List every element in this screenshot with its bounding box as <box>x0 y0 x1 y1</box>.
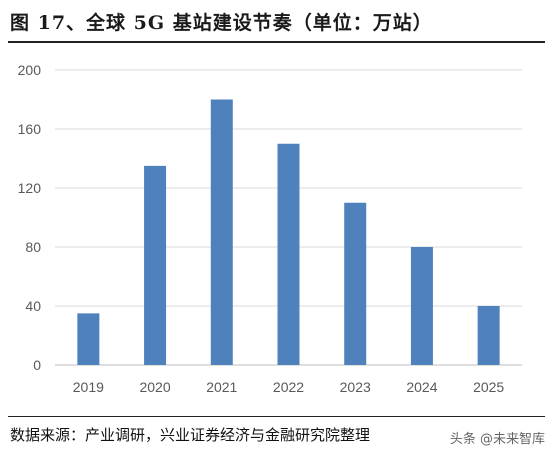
x-tick-label: 2022 <box>273 379 304 395</box>
x-tick-label: 2020 <box>139 379 170 395</box>
bar-2019 <box>77 313 100 365</box>
title-rule <box>8 41 545 43</box>
y-axis-ticks: 0 40 80 120 160 200 <box>18 62 42 373</box>
watermark: 头条 @未来智库 <box>449 432 545 447</box>
bar-2022 <box>277 143 300 365</box>
x-tick-label: 2024 <box>406 379 437 395</box>
x-tick-label: 2025 <box>473 379 504 395</box>
y-tick-label: 120 <box>18 180 42 196</box>
y-tick-label: 200 <box>18 62 42 78</box>
y-tick-label: 160 <box>18 121 42 137</box>
source-rule <box>8 416 545 417</box>
x-tick-label: 2021 <box>206 379 237 395</box>
x-axis-ticks: 2019 2020 2021 2022 2023 2024 2025 <box>73 379 505 395</box>
y-tick-label: 80 <box>25 239 41 255</box>
y-tick-label: 40 <box>25 298 41 314</box>
y-tick-label: 0 <box>33 357 41 373</box>
bars <box>77 99 500 365</box>
bar-2023 <box>344 202 367 365</box>
bar-2021 <box>210 99 233 365</box>
x-tick-label: 2023 <box>340 379 371 395</box>
bar-2020 <box>144 165 167 365</box>
source-note: 数据来源：产业调研，兴业证券经济与金融研究院整理 <box>10 426 371 444</box>
x-tick-label: 2019 <box>73 379 104 395</box>
bar-2025 <box>477 306 500 365</box>
chart-title: 图 17、全球 5G 基站建设节奏（单位：万站） <box>10 12 433 34</box>
bar-2024 <box>410 247 433 365</box>
